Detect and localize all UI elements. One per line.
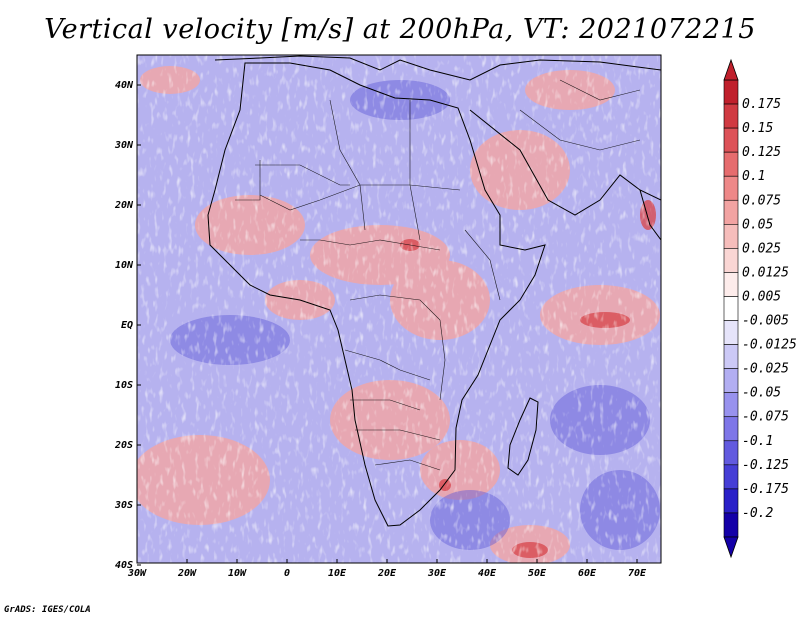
colorbar-label: 0.125 — [742, 145, 781, 160]
lat-tick-label: 30S — [114, 500, 133, 511]
colorbar-bottom-arrow — [723, 536, 739, 559]
border-line — [255, 164, 350, 186]
colorbar-segment — [723, 464, 739, 490]
colorbar-segment — [723, 488, 739, 514]
colorbar-label: -0.125 — [742, 458, 789, 473]
border-line — [355, 429, 441, 441]
country-borders — [235, 79, 641, 471]
map-frame — [136, 54, 662, 564]
colorbar-label: -0.075 — [742, 410, 789, 425]
colorbar-segment — [723, 127, 739, 153]
lon-tick-label: 60E — [578, 568, 597, 579]
colorbar-label: 0.025 — [742, 241, 781, 256]
colorbar-label: 0.0125 — [742, 265, 789, 280]
colorbar-segment — [723, 175, 739, 201]
velocity-field — [137, 55, 661, 563]
border-line — [409, 100, 421, 241]
colorbar-segment — [723, 103, 739, 129]
lat-tick-label: 10N — [115, 260, 134, 271]
colorbar-segment — [723, 79, 739, 105]
colorbar-segment — [723, 199, 739, 225]
colorbar-segment — [723, 151, 739, 177]
colorbar-label: 0.15 — [742, 121, 773, 136]
lon-tick-label: 20E — [377, 568, 397, 579]
colorbar-label: -0.05 — [742, 386, 781, 401]
colorbar-label: -0.1 — [742, 434, 773, 449]
colorbar-label: 0.1 — [742, 169, 765, 184]
border-line — [300, 239, 441, 251]
border-line — [439, 319, 446, 401]
colorbar-segment — [723, 440, 739, 466]
lon-tick-label: 30W — [127, 568, 147, 579]
latitude-ticks: 40N 30N 20N 10N EQ 10S 20S 30S 40S — [114, 80, 141, 571]
lon-tick-label: 70E — [628, 568, 647, 579]
colorbar-label: -0.175 — [742, 482, 789, 497]
border-line — [464, 229, 501, 301]
colorbar-top-arrow — [723, 58, 739, 81]
border-line — [344, 349, 431, 381]
colorbar-segment — [723, 272, 739, 297]
lat-tick-label: 40N — [115, 80, 134, 91]
lat-tick-label: 30N — [114, 140, 134, 151]
map-title: Vertical velocity [m/s] at 200hPa, VT: 2… — [44, 14, 756, 45]
colorbar-label: -0.005 — [742, 314, 789, 329]
lat-tick-label: 20S — [114, 440, 133, 451]
lon-tick-label: 10E — [328, 568, 347, 579]
india-coastline — [639, 189, 661, 241]
colorbar: 0.175 0.15 0.125 0.1 0.075 0.05 0.025 0.0125 0.0… — [723, 58, 797, 559]
grads-credit: GrADS: IGES/COLA — [4, 605, 91, 615]
coastlines — [207, 55, 661, 527]
lon-tick-label: 0 — [284, 568, 290, 579]
colorbar-label: 0.005 — [742, 289, 781, 304]
border-line — [235, 160, 261, 201]
colorbar-segment — [723, 416, 739, 442]
longitude-ticks: 30W 20W 10W 0 10E 20E 30E 40E 50E 60E 70E — [127, 559, 647, 579]
europe-coastline — [214, 55, 661, 81]
colorbar-label: 0.175 — [742, 97, 781, 112]
border-line — [519, 109, 641, 151]
field-noise — [137, 55, 661, 563]
colorbar-segment — [723, 320, 739, 345]
madagascar-coastline — [507, 397, 539, 476]
arabia-coastline — [469, 109, 661, 216]
border-line — [559, 79, 641, 101]
border-line — [259, 184, 461, 211]
colorbar-label: -0.2 — [742, 506, 773, 521]
colorbar-segment — [723, 512, 739, 538]
colorbar-segment — [723, 224, 739, 249]
lat-tick-label: 40S — [115, 560, 133, 571]
lon-tick-label: 40E — [478, 568, 497, 579]
lat-tick-label: 10S — [115, 380, 133, 391]
lon-tick-label: 50E — [528, 568, 547, 579]
border-line — [349, 294, 441, 321]
colorbar-segment — [723, 392, 739, 418]
lon-tick-label: 30E — [427, 568, 447, 579]
colorbar-segment — [723, 368, 739, 393]
lon-tick-label: 20W — [177, 568, 197, 579]
lat-tick-label: EQ — [121, 320, 133, 331]
colorbar-segment — [723, 296, 739, 321]
africa-coastline — [207, 62, 546, 527]
colorbar-label: 0.05 — [742, 217, 773, 232]
border-line — [374, 459, 441, 471]
border-line — [329, 99, 366, 231]
colorbar-segment — [723, 248, 739, 273]
colorbar-label: -0.025 — [742, 362, 789, 377]
border-line — [350, 399, 421, 411]
lon-tick-label: 10W — [228, 568, 247, 579]
colorbar-label: 0.075 — [742, 193, 781, 208]
lat-tick-label: 20N — [114, 200, 134, 211]
colorbar-segment — [723, 344, 739, 369]
colorbar-label: -0.0125 — [742, 338, 797, 353]
